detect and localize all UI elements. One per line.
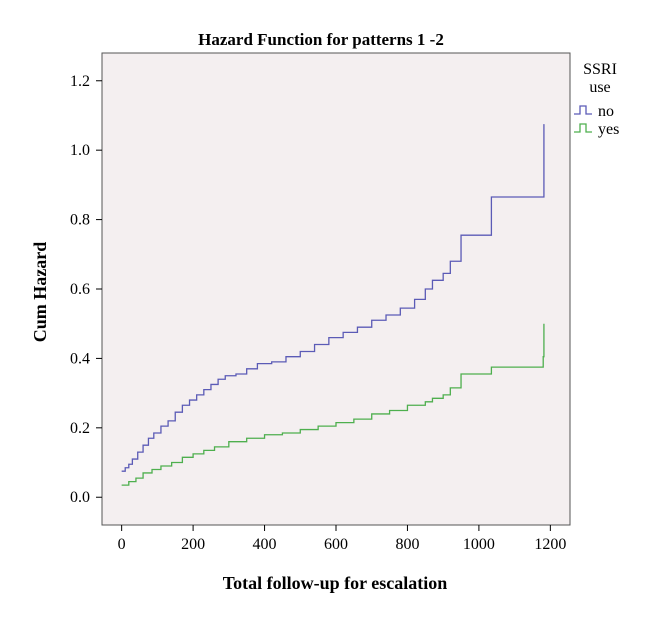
axes-group: 0 200 400 600 800 1000 1200 0.0 0.2 0.4 0.6 0.8 1.0 1… (70, 73, 566, 553)
x-axis-label: Total follow-up for escalation (223, 573, 448, 593)
x-tick-label: 800 (395, 536, 419, 553)
series-group (121, 124, 545, 486)
x-tick-label: 400 (253, 536, 277, 553)
legend-title-line-2: use (589, 79, 610, 96)
x-tick-label: 0 (118, 536, 126, 553)
y-tick-label: 0.0 (70, 489, 90, 506)
legend-title-line-1: SSRI (583, 61, 617, 78)
y-tick-label: 0.2 (70, 420, 90, 437)
y-tick-label: 1.2 (70, 73, 90, 90)
x-tick-label: 200 (181, 536, 205, 553)
x-tick-label: 1200 (534, 536, 566, 553)
x-tick-label: 1000 (463, 536, 495, 553)
legend-label-no: no (598, 103, 614, 120)
series-line-no (121, 124, 545, 472)
x-tick-label: 600 (324, 536, 348, 553)
y-tick-label: 1.0 (70, 142, 90, 159)
chart-title: Hazard Function for patterns 1 -2 (198, 30, 444, 49)
y-tick-label: 0.6 (70, 281, 90, 298)
plot-area (101, 52, 571, 526)
series-line-yes (121, 323, 545, 486)
legend-label-yes: yes (598, 121, 619, 138)
legend-symbol-no (574, 105, 592, 115)
y-tick-label: 0.8 (70, 212, 90, 229)
legend-symbol-yes (574, 123, 592, 133)
y-axis-label: Cum Hazard (30, 242, 50, 343)
y-tick-label: 0.4 (70, 350, 90, 367)
